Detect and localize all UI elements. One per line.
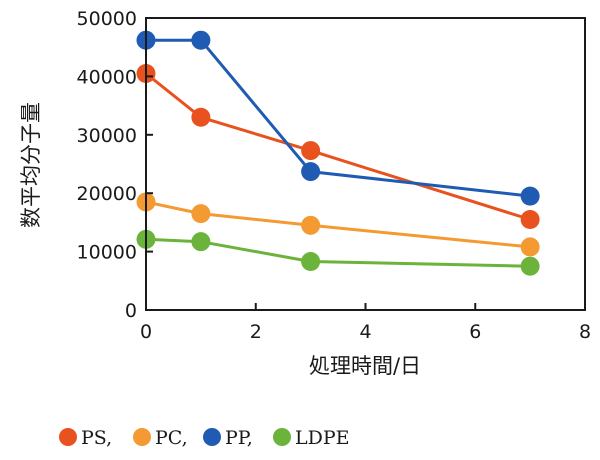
series-line-pp bbox=[146, 38, 531, 198]
x-tick-label: 6 bbox=[469, 321, 481, 343]
series-ps bbox=[136, 63, 540, 229]
y-tick-label: 20000 bbox=[77, 183, 137, 205]
legend-marker-ldpe bbox=[273, 428, 291, 446]
y-tick-label: 10000 bbox=[77, 242, 137, 264]
data-point-pc bbox=[191, 204, 211, 224]
series-line-ps bbox=[145, 72, 531, 221]
x-axis-title: 処理時間/日 bbox=[309, 354, 421, 378]
data-point-ps bbox=[520, 209, 540, 229]
data-point-pc bbox=[520, 237, 540, 257]
data-point-ps bbox=[301, 141, 321, 161]
data-point-ldpe bbox=[301, 252, 321, 272]
x-tick-label: 2 bbox=[250, 321, 262, 343]
y-axis-title: 数平均分子量 bbox=[19, 102, 43, 228]
legend-marker-pp bbox=[203, 428, 221, 446]
legend-marker-pc bbox=[133, 428, 151, 446]
x-tick-label: 4 bbox=[359, 321, 371, 343]
series-line-ldpe bbox=[145, 237, 531, 268]
legend-label-pc: PC, bbox=[155, 427, 188, 449]
x-axis: 0 2 4 6 8 bbox=[140, 303, 591, 343]
legend-label-ldpe: LDPE bbox=[295, 427, 350, 449]
series-line-pc bbox=[145, 200, 531, 249]
series-ldpe bbox=[136, 229, 540, 276]
legend-label-ps: PS, bbox=[81, 427, 112, 449]
x-tick-label: 0 bbox=[140, 321, 152, 343]
y-tick-label: 40000 bbox=[77, 66, 137, 88]
y-tick-label: 0 bbox=[125, 300, 137, 322]
legend-label-pp: PP, bbox=[225, 427, 253, 449]
data-point-ldpe bbox=[520, 256, 540, 276]
legend: PS, PC, PP, LDPE bbox=[59, 427, 350, 449]
series-pc bbox=[136, 192, 540, 257]
data-point-ldpe bbox=[191, 232, 211, 252]
data-point-pp bbox=[191, 30, 211, 50]
x-tick-label: 8 bbox=[579, 321, 591, 343]
y-axis: 0 10000 20000 30000 40000 50000 bbox=[77, 8, 153, 322]
series-layer bbox=[136, 30, 540, 276]
y-tick-label: 30000 bbox=[77, 125, 137, 147]
data-point-pp bbox=[301, 162, 321, 182]
data-point-pc bbox=[301, 215, 321, 235]
data-point-pp bbox=[520, 186, 540, 206]
series-pp bbox=[136, 30, 540, 206]
data-point-ps bbox=[191, 107, 211, 127]
legend-marker-ps bbox=[59, 428, 77, 446]
y-tick-label: 50000 bbox=[77, 8, 137, 30]
